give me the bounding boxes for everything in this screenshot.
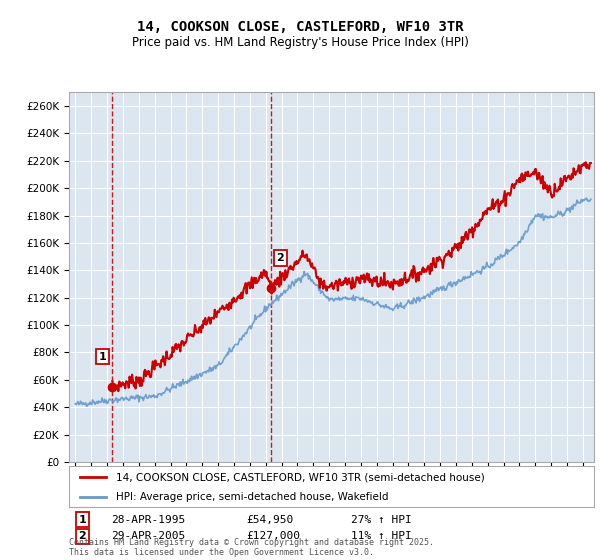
Text: 29-APR-2005: 29-APR-2005 <box>111 531 185 542</box>
Text: 2: 2 <box>277 253 284 263</box>
Text: £127,000: £127,000 <box>246 531 300 542</box>
Text: 1: 1 <box>79 515 86 525</box>
Text: 14, COOKSON CLOSE, CASTLEFORD, WF10 3TR (semi-detached house): 14, COOKSON CLOSE, CASTLEFORD, WF10 3TR … <box>116 473 485 482</box>
Text: 1: 1 <box>99 352 107 362</box>
Text: Price paid vs. HM Land Registry's House Price Index (HPI): Price paid vs. HM Land Registry's House … <box>131 36 469 49</box>
Text: Contains HM Land Registry data © Crown copyright and database right 2025.
This d: Contains HM Land Registry data © Crown c… <box>69 538 434 557</box>
Text: 27% ↑ HPI: 27% ↑ HPI <box>351 515 412 525</box>
Text: 2: 2 <box>79 531 86 542</box>
Text: 14, COOKSON CLOSE, CASTLEFORD, WF10 3TR: 14, COOKSON CLOSE, CASTLEFORD, WF10 3TR <box>137 20 463 34</box>
Text: HPI: Average price, semi-detached house, Wakefield: HPI: Average price, semi-detached house,… <box>116 492 389 502</box>
Text: 28-APR-1995: 28-APR-1995 <box>111 515 185 525</box>
Text: £54,950: £54,950 <box>246 515 293 525</box>
Text: 11% ↑ HPI: 11% ↑ HPI <box>351 531 412 542</box>
